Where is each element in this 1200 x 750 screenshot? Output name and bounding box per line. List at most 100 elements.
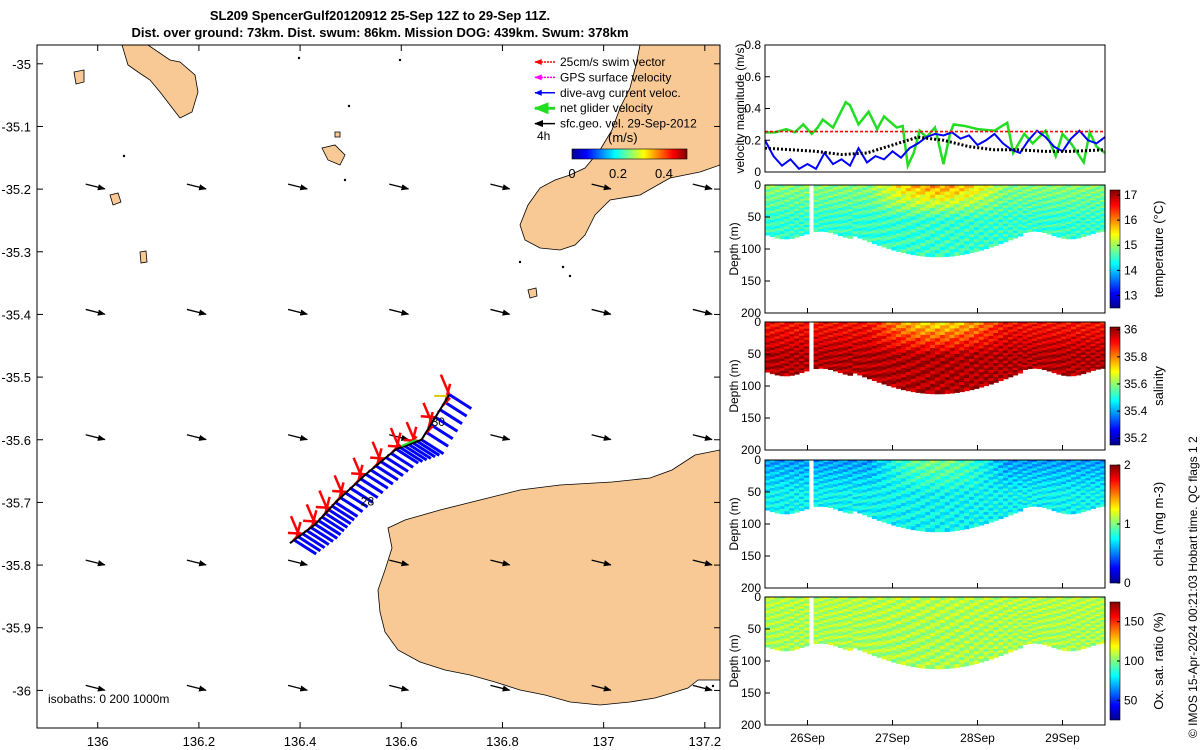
section-cell xyxy=(862,344,868,348)
section-cell xyxy=(818,487,824,490)
section-cell xyxy=(935,220,941,225)
section-cell xyxy=(881,221,888,225)
section-cell xyxy=(1066,356,1072,360)
section-cell xyxy=(964,197,970,202)
section-cell xyxy=(784,358,790,362)
section-cell xyxy=(765,496,771,500)
section-cell xyxy=(876,517,883,521)
section-cell xyxy=(964,497,970,502)
section-cell xyxy=(954,328,960,333)
section-cell xyxy=(818,189,824,192)
section-cell xyxy=(993,360,999,364)
section-cell xyxy=(944,214,951,219)
section-cell xyxy=(915,517,922,522)
section-cell xyxy=(969,194,975,198)
section-cell xyxy=(852,233,858,237)
section-cell xyxy=(1003,205,1009,209)
section-cell xyxy=(1007,464,1014,469)
section-cell xyxy=(789,346,795,350)
section-cell xyxy=(871,185,878,189)
section-cell xyxy=(988,224,994,228)
section-cell xyxy=(1071,231,1077,235)
section-cell xyxy=(983,327,990,332)
section-cell xyxy=(1100,332,1106,336)
section-cell xyxy=(1003,365,1009,369)
section-cell xyxy=(964,513,970,517)
section-cell xyxy=(857,472,863,476)
day-label: 28 xyxy=(361,495,375,509)
section-cell xyxy=(939,370,946,375)
section-cell xyxy=(837,194,844,198)
section-cell xyxy=(988,476,994,481)
section-cell xyxy=(828,356,834,360)
section-cell xyxy=(896,245,902,249)
section-cell xyxy=(1066,467,1072,471)
section-cell xyxy=(993,206,999,211)
section-cell xyxy=(1090,477,1096,481)
section-cell xyxy=(891,214,897,219)
section-cell xyxy=(794,329,800,333)
section-cell xyxy=(998,238,1004,242)
section-cell xyxy=(1027,476,1033,480)
section-cell xyxy=(1027,351,1033,355)
section-cell xyxy=(1017,361,1024,365)
section-cell xyxy=(1003,483,1009,487)
section-cell xyxy=(871,187,878,191)
section-cell xyxy=(1071,329,1077,333)
section-cell xyxy=(1100,485,1106,488)
section-cell xyxy=(1090,226,1096,230)
section-cell xyxy=(833,198,839,202)
land-small-islet-b xyxy=(73,69,85,85)
section-cell xyxy=(969,466,975,470)
section-cell xyxy=(935,521,941,526)
section-cell xyxy=(823,343,829,346)
section-cell xyxy=(1056,201,1062,205)
section-cell xyxy=(905,247,912,252)
section-cell xyxy=(1046,324,1053,328)
section-cell xyxy=(1061,464,1067,468)
section-cell xyxy=(867,221,873,225)
section-cell xyxy=(925,377,931,381)
section-cell xyxy=(837,328,844,332)
section-cell xyxy=(944,489,951,494)
section-cell xyxy=(823,338,829,342)
section-cell xyxy=(867,337,873,341)
section-cell xyxy=(1090,354,1096,358)
section-cell xyxy=(998,375,1004,379)
section-cell xyxy=(973,185,980,189)
section-cell xyxy=(837,354,844,358)
section-cell xyxy=(1046,213,1053,217)
section-cell xyxy=(1056,215,1062,219)
section-cell xyxy=(857,331,863,335)
section-cell xyxy=(925,386,931,391)
section-cell xyxy=(862,214,868,218)
section-cell xyxy=(896,469,902,473)
section-cell xyxy=(920,383,926,388)
section-cell xyxy=(1090,193,1096,197)
section-cell xyxy=(964,346,970,351)
section-cell xyxy=(1100,347,1106,350)
section-cell xyxy=(896,502,902,506)
section-cell xyxy=(944,185,951,189)
section-cell xyxy=(1051,480,1058,484)
section-cell xyxy=(1017,485,1024,489)
section-cell xyxy=(993,215,999,219)
section-cell xyxy=(1022,223,1028,227)
section-cell xyxy=(993,479,999,483)
section-cell xyxy=(813,197,820,201)
section-cell xyxy=(886,242,892,247)
section-cell xyxy=(765,349,771,353)
section-cell xyxy=(842,194,849,198)
section-cell xyxy=(867,373,873,377)
section-cell xyxy=(1090,350,1096,354)
section-cell xyxy=(954,216,960,221)
section-cell xyxy=(949,197,956,202)
geo-velocity-arrow xyxy=(591,434,612,441)
section-cell xyxy=(1022,367,1028,370)
section-cell xyxy=(862,331,868,336)
section-cell xyxy=(930,227,936,232)
section-cell xyxy=(910,359,917,364)
section-cell xyxy=(862,336,868,341)
section-cell xyxy=(1080,364,1087,368)
section-cell xyxy=(1037,472,1043,476)
